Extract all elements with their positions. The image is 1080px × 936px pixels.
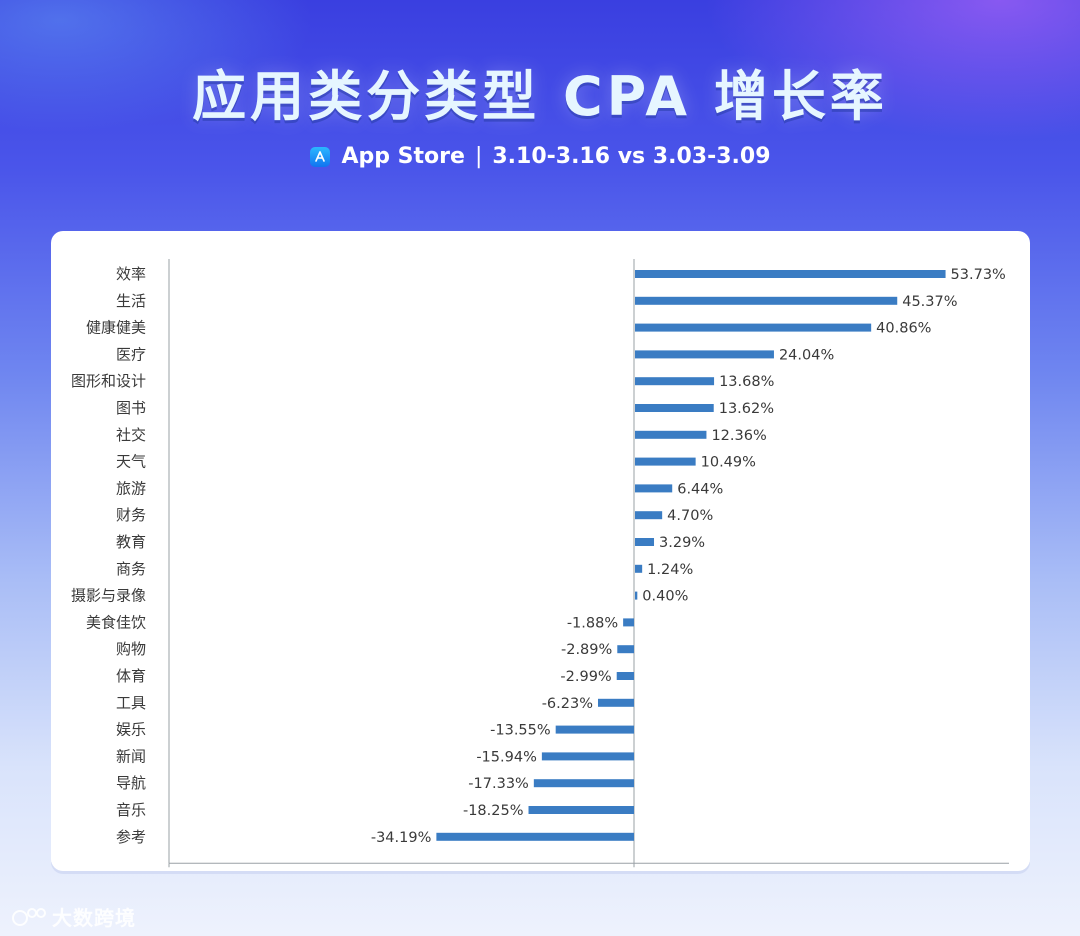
bar bbox=[635, 484, 673, 493]
bar bbox=[635, 591, 638, 600]
category-label: 工具 bbox=[116, 694, 146, 712]
category-label: 健康健美 bbox=[86, 319, 146, 337]
data-label: -1.88% bbox=[567, 615, 618, 631]
category-label: 新闻 bbox=[116, 747, 146, 765]
category-label: 导航 bbox=[116, 774, 146, 792]
data-label: 13.68% bbox=[719, 374, 774, 390]
data-label: 45.37% bbox=[902, 294, 957, 310]
chart-card: 效率 53.73% 生活 45.37% 健康健美 40.86% 医疗 24.04% 图形和设计 1… bbox=[51, 231, 1030, 871]
bar bbox=[635, 564, 643, 573]
data-label: 40.86% bbox=[876, 321, 931, 337]
data-label: -2.89% bbox=[561, 642, 612, 658]
subtitle: App Store | 3.10-3.16 vs 3.03-3.09 bbox=[0, 144, 1080, 169]
category-label: 购物 bbox=[116, 640, 146, 658]
bar bbox=[617, 645, 634, 654]
category-label: 医疗 bbox=[116, 345, 146, 363]
category-label: 教育 bbox=[116, 533, 146, 551]
bar bbox=[597, 698, 634, 707]
watermark-text: 大数跨境 bbox=[52, 906, 136, 930]
bar bbox=[635, 296, 898, 305]
bar bbox=[635, 323, 872, 332]
subtitle-separator: | bbox=[474, 144, 483, 169]
watermark: 大数跨境 bbox=[10, 902, 136, 931]
bar-chart: 效率 53.73% 生活 45.37% 健康健美 40.86% 医疗 24.04% 图形和设计 1… bbox=[71, 259, 1009, 868]
data-label: 13.62% bbox=[719, 401, 774, 417]
data-label: 24.04% bbox=[779, 347, 834, 363]
bar bbox=[623, 618, 634, 627]
category-label: 财务 bbox=[116, 506, 146, 524]
bar bbox=[436, 832, 634, 841]
data-label: 10.49% bbox=[701, 455, 756, 471]
data-label: -15.94% bbox=[476, 749, 537, 765]
data-label: -2.99% bbox=[560, 669, 611, 685]
bar bbox=[635, 538, 655, 546]
data-label: 4.70% bbox=[667, 508, 713, 524]
bar bbox=[635, 350, 774, 359]
data-label: -34.19% bbox=[371, 830, 432, 846]
subtitle-period: 3.10-3.16 vs 3.03-3.09 bbox=[492, 144, 771, 169]
bar bbox=[635, 270, 946, 278]
bar bbox=[533, 779, 634, 788]
bar bbox=[635, 457, 696, 466]
data-label: 3.29% bbox=[659, 535, 705, 551]
bar bbox=[635, 430, 707, 439]
category-label: 图书 bbox=[116, 399, 146, 417]
category-label: 娱乐 bbox=[116, 721, 146, 739]
data-label: 53.73% bbox=[951, 267, 1006, 283]
category-label: 生活 bbox=[116, 292, 146, 310]
category-label: 社交 bbox=[116, 426, 146, 444]
bar bbox=[635, 511, 663, 520]
data-label: -18.25% bbox=[463, 803, 524, 819]
bar bbox=[635, 377, 715, 386]
background-glow bbox=[0, 0, 1080, 260]
bar bbox=[555, 725, 634, 734]
category-label: 旅游 bbox=[116, 479, 146, 497]
category-label: 效率 bbox=[116, 265, 146, 283]
category-label: 体育 bbox=[116, 667, 146, 685]
category-label: 参考 bbox=[116, 828, 146, 846]
data-label: 0.40% bbox=[642, 589, 688, 605]
app-store-icon bbox=[309, 146, 330, 167]
data-label: -6.23% bbox=[542, 696, 593, 712]
category-label: 摄影与录像 bbox=[71, 587, 146, 605]
data-label: -13.55% bbox=[490, 723, 551, 739]
data-label: -17.33% bbox=[468, 776, 529, 792]
category-label: 天气 bbox=[116, 453, 146, 471]
data-label: 1.24% bbox=[647, 562, 693, 578]
bar bbox=[528, 806, 634, 814]
bar bbox=[541, 752, 634, 761]
category-label: 音乐 bbox=[116, 801, 146, 819]
category-label: 图形和设计 bbox=[71, 372, 146, 390]
category-label: 商务 bbox=[116, 560, 146, 578]
data-label: 6.44% bbox=[677, 481, 723, 497]
category-label: 美食佳饮 bbox=[86, 613, 146, 631]
bar bbox=[616, 672, 634, 680]
page-title: 应用类分类型 CPA 增长率 bbox=[192, 65, 888, 128]
watermark-logo-icon bbox=[12, 907, 46, 926]
subtitle-store: App Store bbox=[341, 144, 465, 169]
bar bbox=[635, 404, 714, 412]
data-label: 12.36% bbox=[711, 428, 766, 444]
